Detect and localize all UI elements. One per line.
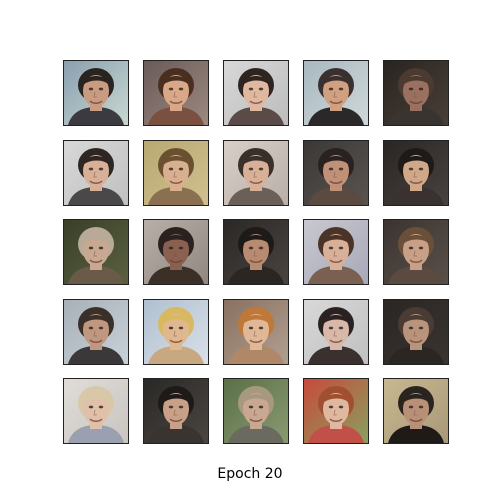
sample-image-1-4 <box>303 60 369 126</box>
sample-image-5-5 <box>383 378 449 444</box>
sample-image-5-1 <box>63 378 129 444</box>
sample-image-grid <box>63 60 449 444</box>
sample-image-1-2 <box>143 60 209 126</box>
sample-image-2-1 <box>63 140 129 206</box>
sample-image-1-5 <box>383 60 449 126</box>
epoch-caption: Epoch 20 <box>217 466 283 482</box>
sample-image-2-4 <box>303 140 369 206</box>
sample-image-4-5 <box>383 299 449 365</box>
sample-image-4-2 <box>143 299 209 365</box>
sample-image-5-2 <box>143 378 209 444</box>
sample-image-1-1 <box>63 60 129 126</box>
sample-image-2-5 <box>383 140 449 206</box>
sample-image-2-3 <box>223 140 289 206</box>
sample-image-3-2 <box>143 219 209 285</box>
sample-image-4-4 <box>303 299 369 365</box>
sample-image-2-2 <box>143 140 209 206</box>
sample-image-4-3 <box>223 299 289 365</box>
sample-image-3-3 <box>223 219 289 285</box>
sample-image-5-3 <box>223 378 289 444</box>
sample-image-3-4 <box>303 219 369 285</box>
sample-image-3-5 <box>383 219 449 285</box>
sample-image-4-1 <box>63 299 129 365</box>
sample-image-3-1 <box>63 219 129 285</box>
sample-image-1-3 <box>223 60 289 126</box>
sample-image-5-4 <box>303 378 369 444</box>
